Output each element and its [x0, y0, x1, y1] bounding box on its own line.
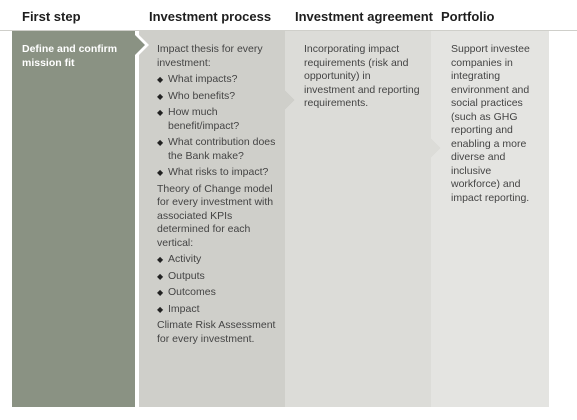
diamond-bullet-icon: ◆: [157, 168, 164, 177]
chevron-portfolio: [431, 31, 549, 407]
theory-of-change-text: Theory of Change model for every investm…: [157, 182, 274, 249]
question-item: ◆ What risks to impact?: [157, 166, 269, 178]
toc-item: ◆ Activity: [157, 253, 202, 265]
question-item: ◆ Who benefits?: [157, 89, 236, 102]
chevron-investment-process: [139, 31, 295, 407]
diamond-bullet-icon: ◆: [157, 288, 164, 297]
toc-item: ◆ Impact: [157, 302, 200, 315]
toc-item: ◆ Outcomes: [157, 286, 216, 298]
question-item: ◆ How much benefit/impact?: [157, 106, 240, 132]
question-item: ◆ What impacts?: [157, 73, 238, 85]
first-step-text: Define and confirm mission fit: [22, 43, 118, 69]
investment-process-content: Impact thesis for every investment: ◆ Wha…: [157, 43, 279, 346]
diamond-bullet-icon: ◆: [157, 108, 164, 117]
diamond-bullet-icon: ◆: [157, 271, 164, 281]
diamond-bullet-icon: ◆: [157, 91, 164, 101]
header-divider: [0, 30, 577, 31]
header-investment-agreement: Investment agreement: [295, 9, 433, 24]
diamond-bullet-icon: ◆: [157, 75, 164, 84]
diamond-bullet-icon: ◆: [157, 255, 164, 264]
portfolio-text: Support investee companies in integratin…: [451, 43, 530, 204]
question-item: ◆ What contribution does the Bank make?: [157, 136, 276, 162]
climate-risk-text: Climate Risk Assessment for every invest…: [157, 319, 276, 345]
diamond-bullet-icon: ◆: [157, 304, 164, 314]
chevron-first-step: [12, 31, 145, 407]
impact-thesis-intro: Impact thesis for every investment:: [157, 43, 263, 69]
header-first-step: First step: [22, 9, 81, 24]
header-investment-process: Investment process: [149, 9, 272, 24]
header-portfolio: Portfolio: [441, 9, 495, 24]
chevron-investment-agreement: [285, 31, 441, 407]
diamond-bullet-icon: ◆: [157, 138, 164, 147]
toc-item: ◆ Outputs: [157, 269, 205, 282]
investment-agreement-text: Incorporating impact requirements (risk …: [304, 43, 420, 109]
